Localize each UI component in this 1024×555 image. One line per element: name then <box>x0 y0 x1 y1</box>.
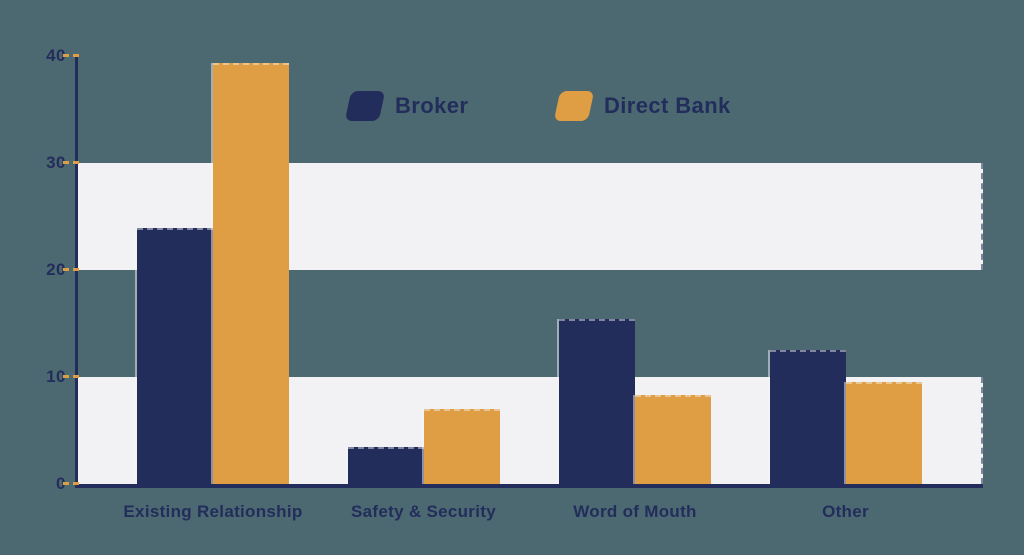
bar-direct-bank-existing-relationship <box>213 63 289 484</box>
legend-item-direct-bank[interactable]: Direct Bank <box>553 89 731 123</box>
y-tick-label-20: 20 <box>46 260 66 279</box>
broker-swatch-icon <box>344 91 386 121</box>
y-tick-label-0: 0 <box>56 474 66 493</box>
legend-item-broker[interactable]: Broker <box>344 89 469 123</box>
bar-broker-other <box>769 350 846 484</box>
y-tick-label-40: 40 <box>46 46 66 65</box>
y-tick-dash-20 <box>63 268 79 271</box>
bar-direct-bank-word-of-mouth <box>635 395 711 484</box>
x-axis-line <box>75 484 983 488</box>
legend-label-broker: Broker <box>395 93 469 118</box>
x-axis-label-existing-relationship: Existing Relationship <box>123 502 303 521</box>
y-axis-line <box>75 56 78 488</box>
y-tick-dash-30 <box>63 161 79 164</box>
x-axis-label-other: Other <box>822 502 869 521</box>
direct-bank-swatch-icon <box>553 91 595 121</box>
bar-direct-bank-other <box>845 382 922 484</box>
y-tick-dash-10 <box>63 375 79 378</box>
bar-broker-word-of-mouth <box>559 319 635 484</box>
y-tick-label-10: 10 <box>46 367 66 386</box>
y-tick-label-30: 30 <box>46 153 66 172</box>
bar-direct-bank-safety-security <box>423 409 500 484</box>
bar-broker-existing-relationship <box>137 228 213 484</box>
bar-broker-safety-security <box>347 446 424 484</box>
y-tick-dash-0 <box>63 482 79 485</box>
legend-label-direct-bank: Direct Bank <box>604 93 731 118</box>
x-axis-label-safety-security: Safety & Security <box>351 502 496 521</box>
x-axis-label-word-of-mouth: Word of Mouth <box>573 502 697 521</box>
y-tick-dash-40 <box>63 54 79 57</box>
